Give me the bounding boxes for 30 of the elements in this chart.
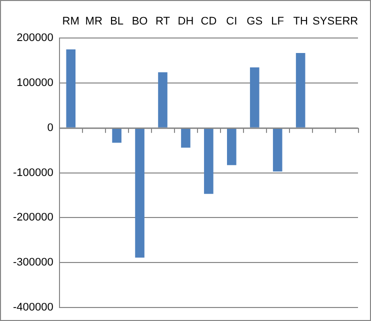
bar	[227, 128, 236, 166]
bar	[272, 128, 282, 172]
x-tick-label: RM	[62, 16, 80, 28]
bar	[296, 53, 306, 128]
bar	[181, 128, 190, 148]
x-tick-label: LF	[271, 16, 284, 28]
x-tick-label: CI	[226, 16, 238, 28]
bar	[135, 128, 144, 258]
x-tick-label: DH	[178, 16, 194, 28]
x-tick-label: BL	[110, 16, 124, 28]
x-tick-label: RT	[156, 16, 170, 28]
bar	[204, 128, 214, 194]
bar	[66, 49, 76, 128]
y-tick-label: 200000	[16, 32, 54, 44]
x-tick-label: SYS	[312, 16, 335, 28]
x-tick-label: TH	[293, 16, 308, 28]
x-tick-label: MR	[85, 16, 102, 28]
bar	[158, 72, 168, 128]
x-tick-label: GS	[246, 16, 263, 28]
bar	[112, 128, 122, 143]
y-tick-label: -300000	[12, 256, 54, 269]
y-tick-label: -100000	[12, 166, 54, 179]
x-tick-label: BO	[132, 16, 148, 28]
x-tick-label: ERR	[334, 16, 358, 28]
x-tick-label: CD	[200, 16, 217, 28]
y-tick-label: -400000	[12, 301, 54, 314]
y-tick-label: 0	[47, 122, 54, 134]
y-tick-label: -200000	[12, 212, 54, 224]
bar	[250, 67, 260, 128]
y-tick-label: 100000	[16, 77, 54, 90]
